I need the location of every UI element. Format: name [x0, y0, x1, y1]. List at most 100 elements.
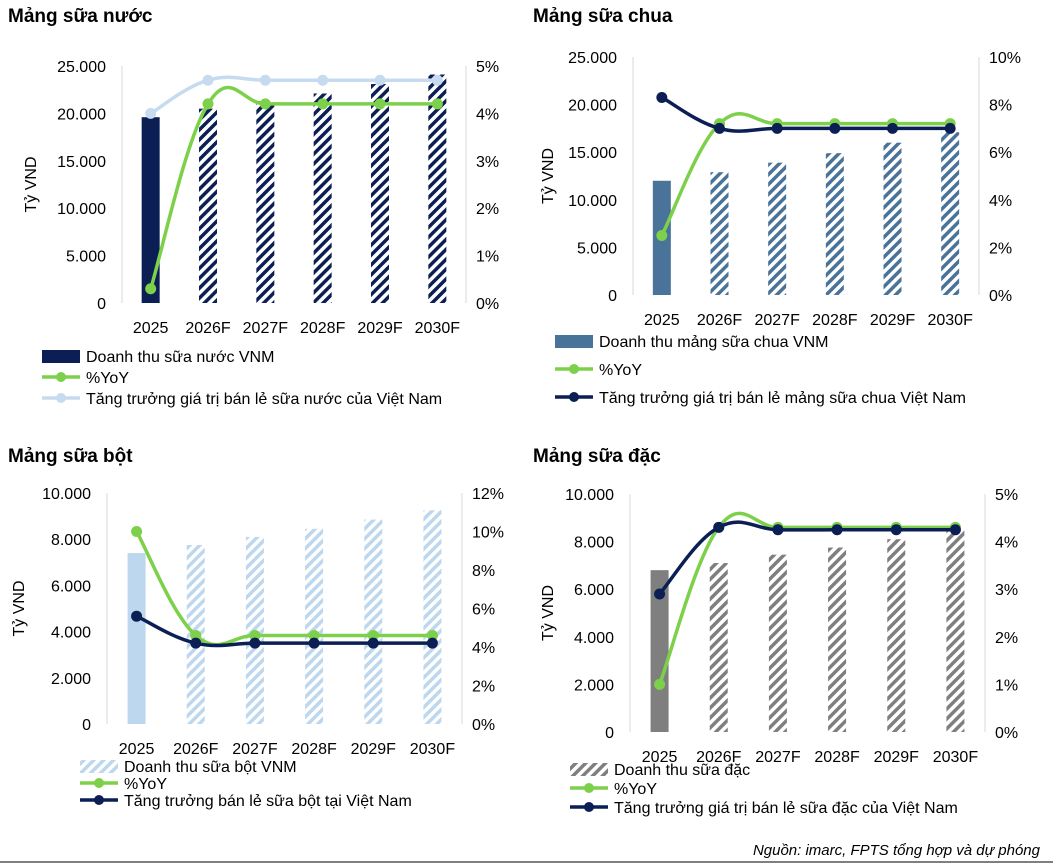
y-tick-label: 20.000	[568, 98, 617, 115]
y-axis-label: Tỷ VND	[540, 585, 557, 641]
bar	[709, 563, 728, 732]
y2-tick-label: 0%	[476, 296, 499, 313]
x-tick-label: 2027F	[755, 749, 801, 766]
x-tick-label: 2025	[642, 749, 678, 766]
line-point	[431, 98, 443, 110]
line-point	[654, 678, 666, 690]
legend-label: Doanh thu sữa đặc	[614, 762, 750, 779]
line-point	[949, 524, 961, 536]
y2-tick-label: 4%	[989, 193, 1012, 210]
y2-tick-label: 12%	[472, 486, 504, 503]
line-point	[426, 637, 438, 649]
legend-swatch	[570, 763, 608, 776]
y-tick-label: 5.000	[66, 249, 106, 266]
y-axis-label: Tỷ VND	[540, 148, 557, 204]
y2-tick-label: 2%	[995, 630, 1018, 647]
bar	[423, 510, 442, 724]
y-tick-label: 0	[97, 296, 106, 313]
bar	[199, 108, 217, 303]
x-tick-label: 2028F	[300, 320, 346, 337]
y2-tick-label: 1%	[995, 677, 1018, 694]
y-tick-label: 0	[82, 717, 91, 734]
legend-label: %YoY	[86, 370, 129, 387]
line-point	[202, 74, 214, 86]
x-tick-label: 2028F	[814, 749, 860, 766]
y-axis-label: Tỷ VND	[23, 157, 40, 213]
x-tick-label: 2030F	[410, 741, 456, 758]
legend-label: Doanh thu sữa bột VNM	[124, 759, 297, 776]
bar	[313, 93, 332, 303]
line-point	[202, 98, 214, 110]
y-tick-label: 2.000	[51, 671, 91, 688]
line-point	[890, 524, 902, 536]
line-point	[249, 637, 261, 649]
bar	[650, 570, 669, 732]
legend-marker	[94, 795, 104, 805]
series-line	[149, 75, 438, 115]
x-tick-label: 2028F	[812, 312, 858, 329]
y-tick-label: 8.000	[51, 532, 91, 549]
x-tick-label: 2029F	[357, 320, 403, 337]
y-tick-label: 5.000	[577, 240, 617, 257]
line-point	[317, 74, 329, 86]
y-tick-label: 0	[605, 725, 614, 742]
y2-tick-label: 6%	[989, 145, 1012, 162]
line-point	[249, 629, 261, 641]
line-point	[131, 610, 143, 622]
legend-marker	[569, 392, 579, 402]
y2-tick-label: 5%	[476, 59, 499, 76]
legend-label: %YoY	[599, 362, 642, 379]
bar	[141, 117, 160, 303]
y-tick-label: 0	[608, 288, 617, 305]
x-tick-label: 2027F	[232, 741, 278, 758]
x-tick-label: 2027F	[754, 312, 800, 329]
bar	[941, 132, 960, 295]
y2-tick-label: 0%	[472, 717, 495, 734]
x-tick-label: 2025	[644, 312, 680, 329]
line-point	[771, 122, 783, 134]
legend-swatch	[42, 350, 80, 363]
legend-marker	[584, 783, 594, 793]
y2-tick-label: 4%	[476, 106, 499, 123]
y2-tick-label: 0%	[995, 725, 1018, 742]
x-tick-label: 2025	[119, 741, 155, 758]
line-point	[190, 637, 202, 649]
line-point	[367, 637, 379, 649]
chart-panel-4: Mảng sữa đặc Tỷ VND 0 2.000 4.000 6.000 8.000 1…	[533, 446, 1018, 817]
y2-tick-label: 3%	[995, 582, 1018, 599]
x-tick-label: 2026F	[173, 741, 219, 758]
line-point	[131, 526, 143, 537]
line-point	[190, 629, 202, 641]
bar	[305, 528, 324, 724]
line-point	[259, 98, 271, 110]
series-line	[660, 111, 951, 237]
line-point	[713, 521, 725, 533]
y2-tick-label: 2%	[472, 679, 495, 696]
legend-label: Doanh thu sữa nước VNM	[86, 349, 274, 366]
y-tick-label: 25.000	[568, 50, 617, 67]
series-line	[660, 95, 951, 133]
bar	[768, 162, 787, 295]
chart-panel-2: Mảng sữa chua Tỷ VND 0 5.000 10.000 15.000 20.…	[533, 6, 1021, 407]
legend-marker	[56, 372, 66, 382]
y-tick-label: 10.000	[568, 193, 617, 210]
y2-tick-label: 2%	[989, 240, 1012, 257]
y2-tick-label: 10%	[989, 50, 1021, 67]
legend-swatch	[80, 760, 118, 773]
x-tick-label: 2030F	[933, 749, 979, 766]
y-tick-label: 10.000	[565, 487, 614, 504]
y2-tick-label: 4%	[995, 535, 1018, 552]
source-note: Nguồn: imarc, FPTS tổng hợp và dự phóng	[753, 842, 1041, 859]
line-point	[367, 629, 379, 641]
line-point	[656, 230, 668, 241]
legend-label: Tăng trưởng giá trị bán lẻ sữa nước của …	[86, 391, 442, 408]
bar	[127, 553, 146, 724]
bar	[887, 539, 906, 732]
legend-label: %YoY	[614, 781, 657, 798]
x-tick-label: 2030F	[415, 320, 461, 337]
line-point	[887, 122, 898, 134]
y2-tick-label: 3%	[476, 154, 499, 171]
line-point	[714, 122, 725, 134]
y-axis-label: Tỷ VND	[11, 581, 28, 637]
